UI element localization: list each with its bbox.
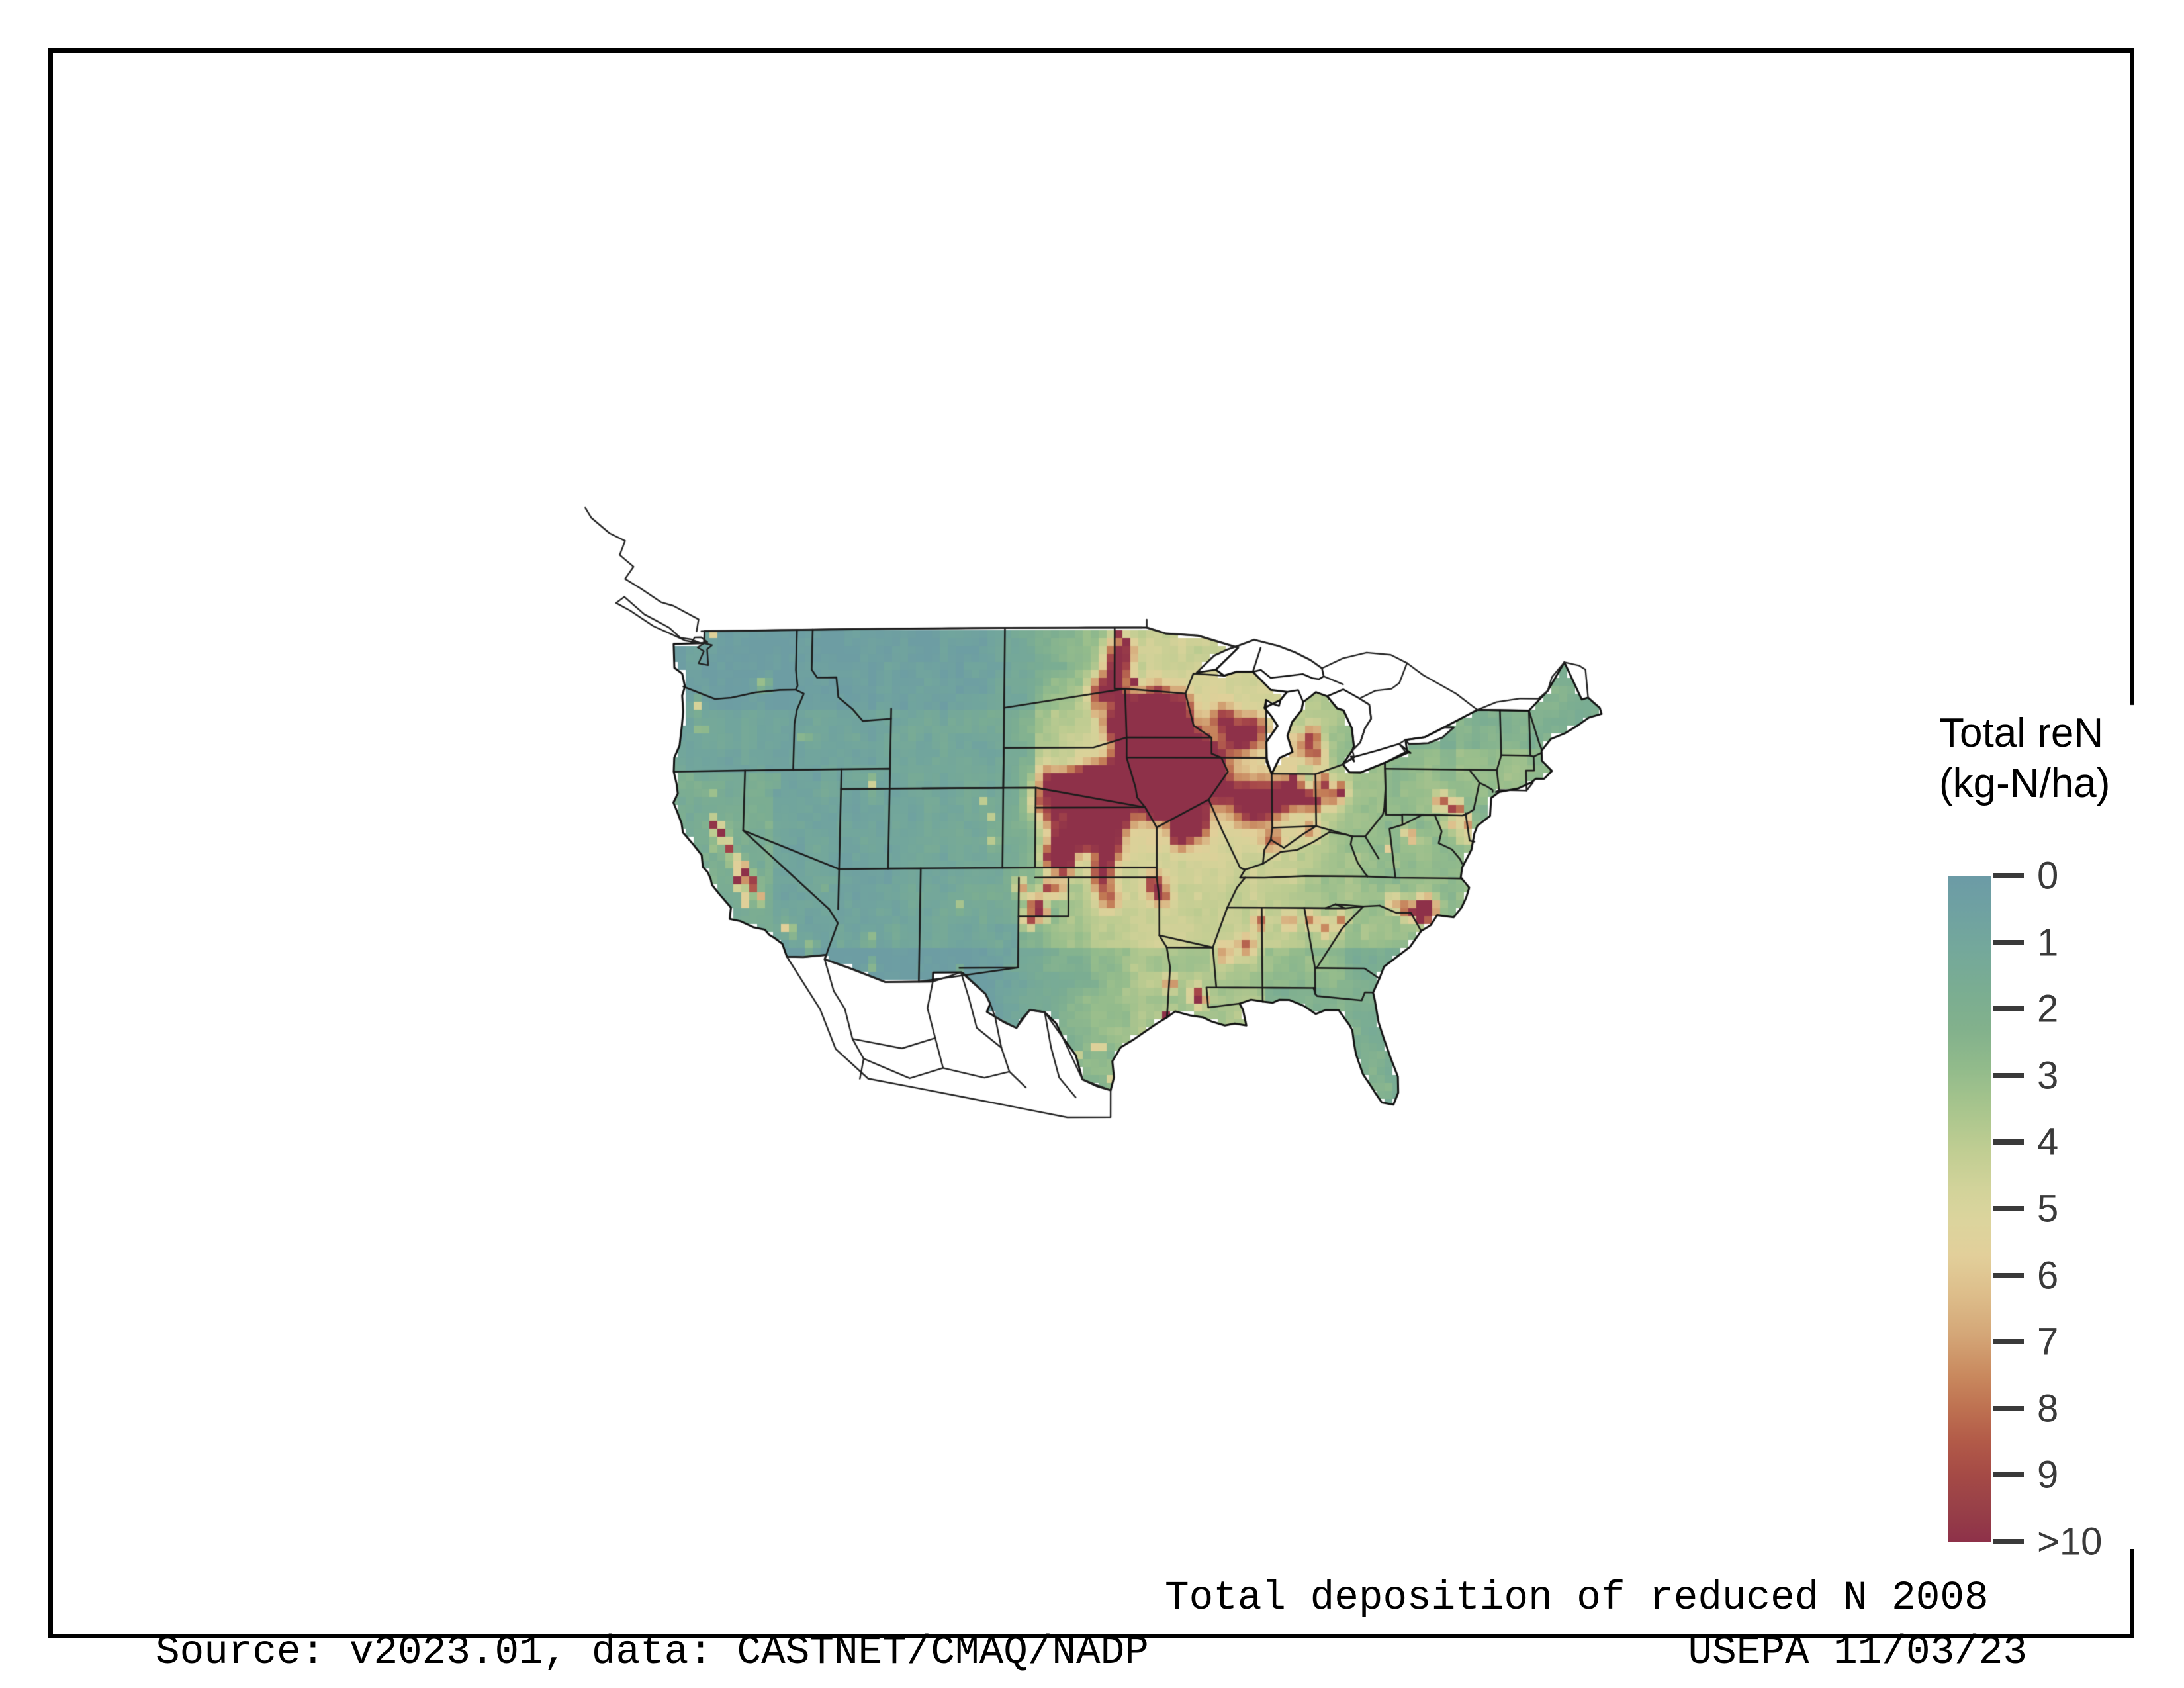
- figure-frame: Total reN (kg-N/ha) 0 1 2 3 4 5 6 7 8 9 >10 Total …: [48, 48, 2183, 1675]
- colorbar-tick-label: 2: [2037, 987, 2059, 1031]
- agency-caption: USEPA 11/03/23: [1688, 1630, 2027, 1675]
- colorbar-tick-label: 0: [2037, 854, 2059, 898]
- colorbar-title: Total reN (kg-N/ha): [1939, 710, 2111, 806]
- colorbar-tick: [1993, 1006, 2024, 1012]
- colorbar-tick-label: 3: [2037, 1054, 2059, 1098]
- colorbar-tick: [1993, 1539, 2024, 1544]
- colorbar-tick: [1993, 873, 2024, 878]
- colorbar-tick: [1993, 1272, 2024, 1278]
- deposition-heatmap-canvas: [106, 106, 2183, 1549]
- colorbar-legend: Total reN (kg-N/ha) 0 1 2 3 4 5 6 7 8 9 >10: [1919, 708, 2184, 1582]
- colorbar-tick-label: 4: [2037, 1120, 2059, 1164]
- map-panel: [106, 106, 2183, 1549]
- colorbar-tick-label: >10: [2037, 1520, 2103, 1564]
- colorbar-tick-label: 7: [2037, 1320, 2059, 1364]
- colorbar-tick: [1993, 1206, 2024, 1211]
- colorbar-tick: [1993, 1405, 2024, 1411]
- figure-caption: Total deposition of reduced N 2008: [1165, 1575, 1989, 1621]
- colorbar-tick-label: 9: [2037, 1453, 2059, 1497]
- colorbar-tick-label: 1: [2037, 921, 2059, 964]
- colorbar-tick-label: 5: [2037, 1187, 2059, 1231]
- colorbar-tick: [1993, 1339, 2024, 1345]
- colorbar-tick-label: 6: [2037, 1254, 2059, 1297]
- colorbar-gradient: [1948, 876, 1991, 1542]
- source-caption: Source: v2023.01, data: CASTNET/CMAQ/NAD…: [156, 1630, 1149, 1675]
- colorbar-tick: [1993, 1139, 2024, 1145]
- colorbar-tick: [1993, 1072, 2024, 1078]
- colorbar-tick: [1993, 1472, 2024, 1478]
- colorbar-tick: [1993, 939, 2024, 945]
- colorbar-tick-label: 8: [2037, 1387, 2059, 1430]
